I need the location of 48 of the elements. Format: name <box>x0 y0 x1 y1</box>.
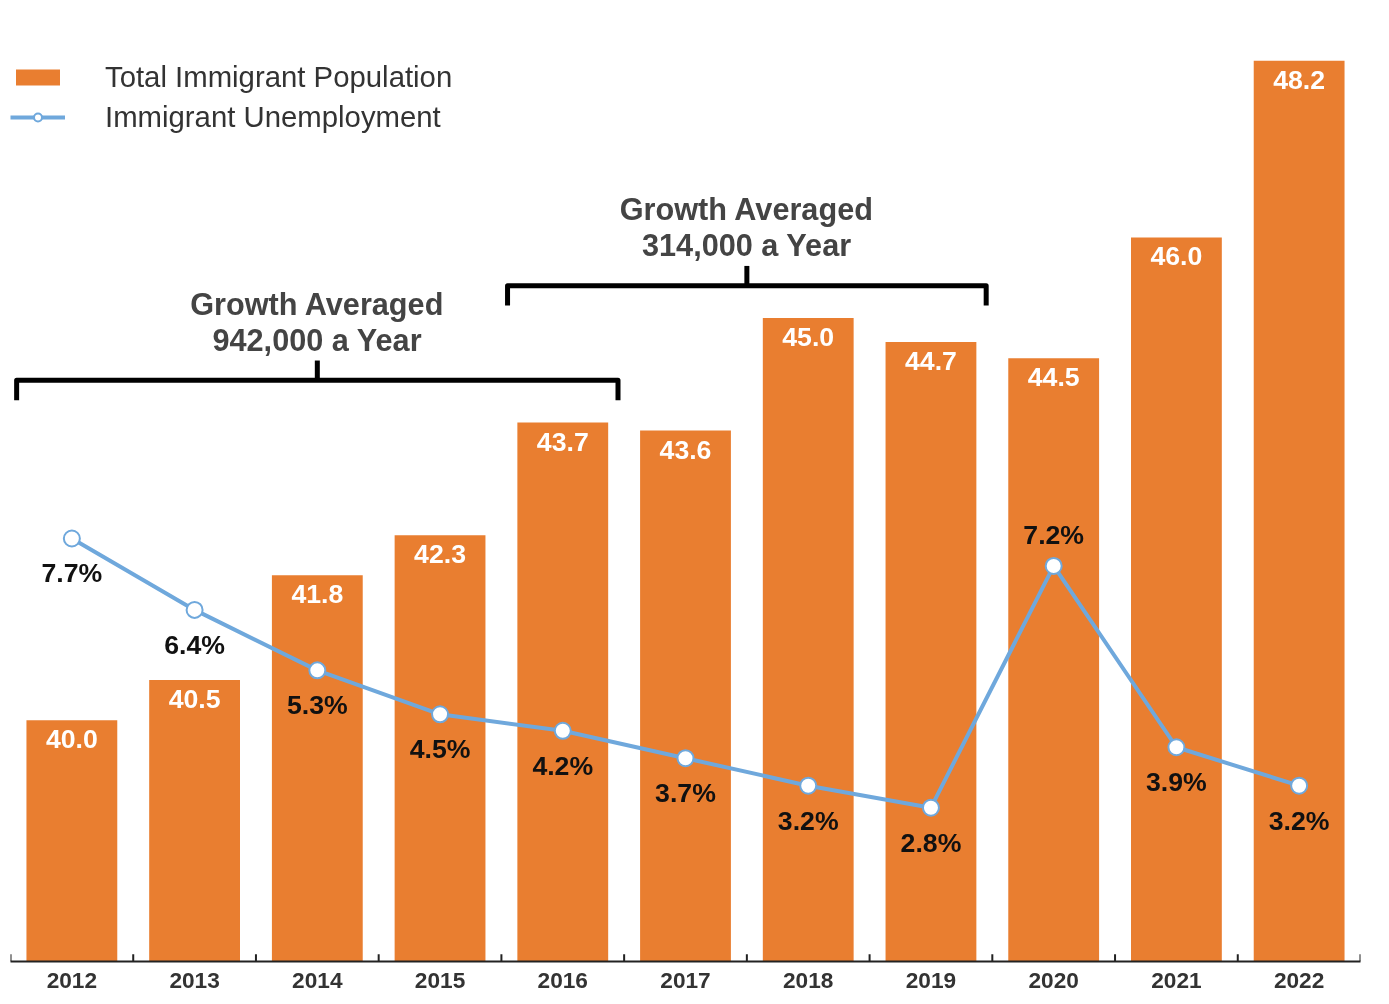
data-label: 4.5% <box>409 734 471 765</box>
data-label: 45.0 <box>782 321 835 352</box>
data-label: 3.9% <box>1146 767 1207 798</box>
data-label: 5.3% <box>286 690 348 721</box>
x-tick-label: 2019 <box>905 966 957 993</box>
data-label: 3.7% <box>655 778 716 809</box>
data-label: 2.8% <box>900 827 962 858</box>
x-tick-label: 2016 <box>537 966 588 993</box>
data-label: 41.8 <box>291 579 344 610</box>
data-label: 46.0 <box>1150 241 1203 272</box>
data-label: 3.2% <box>1268 805 1330 836</box>
data-label: 6.4% <box>164 629 225 660</box>
point <box>308 661 327 680</box>
x-tick-label: 2013 <box>169 966 220 993</box>
data-label: 7.7% <box>41 558 103 589</box>
data-label: 3.2% <box>777 805 839 836</box>
data-label: 40.0 <box>45 724 98 755</box>
point <box>1290 776 1309 795</box>
data-label: 44.7 <box>905 346 957 377</box>
data-label: 40.5 <box>168 683 221 714</box>
data-label: 43.7 <box>536 426 589 457</box>
point <box>431 705 450 724</box>
data-label: 43.6 <box>659 434 712 465</box>
point <box>799 776 818 795</box>
data-label: 48.2 <box>1273 64 1326 95</box>
x-tick-label: 2012 <box>46 966 98 993</box>
x-tick-label: 2018 <box>783 966 834 993</box>
annotation: Growth Averaged 314,000 a Year <box>619 192 873 262</box>
annotation: Growth Averaged 942,000 a Year <box>190 286 444 357</box>
data-label: 7.2% <box>1023 519 1085 550</box>
point <box>921 798 940 817</box>
legend-label: Immigrant Unemployment <box>105 100 441 134</box>
x-tick-label: 2020 <box>1028 966 1079 993</box>
data-label: 44.5 <box>1027 362 1080 393</box>
point <box>1044 556 1063 575</box>
data-label: 4.2% <box>532 750 594 781</box>
legend-label: Total Immigrant Population <box>105 60 453 94</box>
point <box>553 721 572 740</box>
x-tick-label: 2015 <box>414 966 466 993</box>
x-tick-label: 2014 <box>292 966 343 993</box>
point <box>676 749 695 768</box>
point <box>62 529 81 548</box>
x-tick-label: 2021 <box>1151 966 1202 993</box>
point <box>1167 738 1186 757</box>
x-tick-label: 2017 <box>660 966 711 993</box>
point <box>185 600 204 619</box>
data-label: 42.3 <box>414 539 466 570</box>
x-tick-label: 2022 <box>1273 966 1325 993</box>
